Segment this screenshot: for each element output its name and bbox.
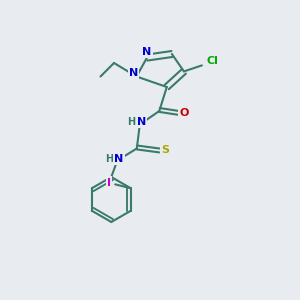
Text: N: N	[142, 47, 152, 57]
Text: N: N	[115, 154, 124, 164]
Text: N: N	[129, 68, 138, 79]
Text: N: N	[137, 117, 146, 127]
Text: O: O	[179, 107, 189, 118]
Text: S: S	[161, 145, 169, 155]
Text: H: H	[127, 117, 136, 127]
Text: Cl: Cl	[206, 56, 218, 66]
Text: I: I	[107, 178, 111, 188]
Text: H: H	[105, 154, 113, 164]
